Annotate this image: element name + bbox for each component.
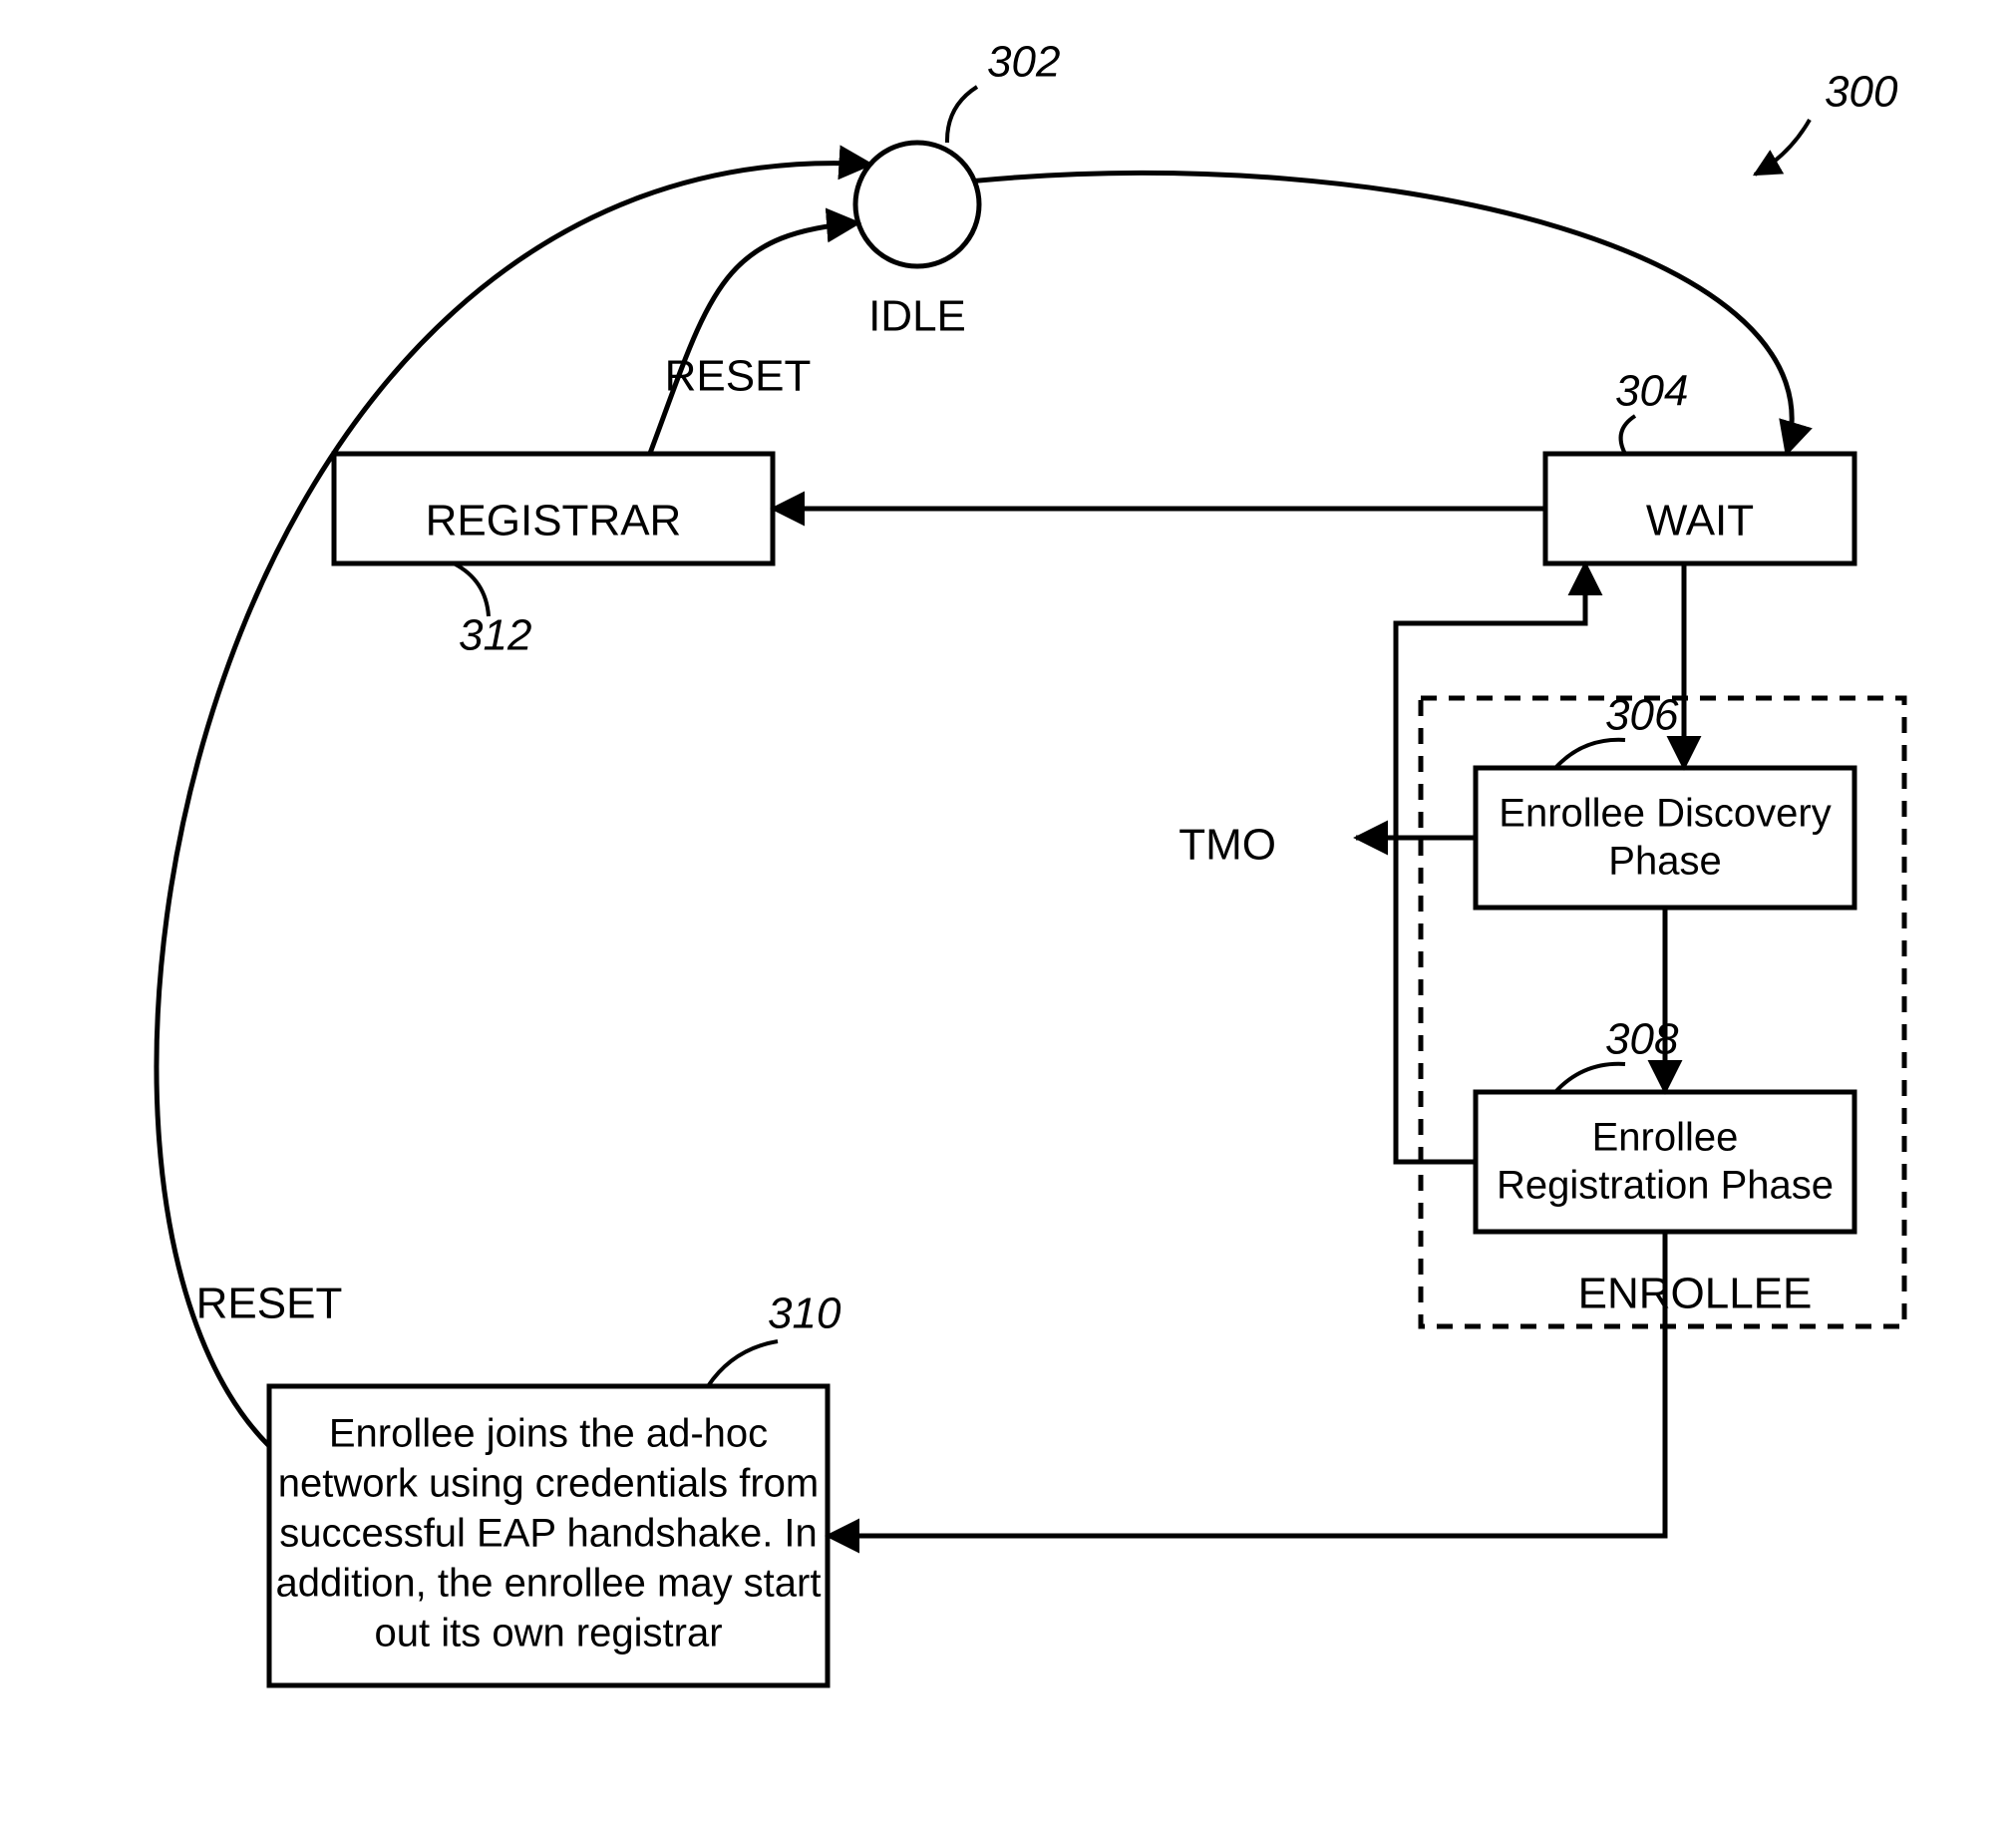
join-label-5: out its own registrar (374, 1612, 722, 1655)
ref-leader-r302 (947, 87, 977, 143)
ref-leader-r312 (454, 563, 489, 616)
registration-label-1: Enrollee (1592, 1116, 1739, 1160)
ref-leader-r308 (1555, 1064, 1625, 1092)
ref-leader-r310 (708, 1341, 778, 1386)
ref-304: 304 (1615, 367, 1688, 416)
idle-label: IDLE (868, 292, 966, 341)
ref-308: 308 (1605, 1015, 1679, 1064)
registrar-label: REGISTRAR (426, 497, 682, 546)
reset-label-left: RESET (196, 1280, 343, 1328)
join-label-1: Enrollee joins the ad-hoc (329, 1412, 768, 1456)
registration-label-2: Registration Phase (1497, 1164, 1834, 1208)
wait-label: WAIT (1646, 497, 1754, 546)
ref-leader-r306 (1555, 740, 1625, 768)
ref-306: 306 (1605, 691, 1679, 740)
ref-leader-r300 (1755, 120, 1810, 175)
idle-state (855, 143, 979, 266)
join-label-3: successful EAP handshake. In (279, 1512, 818, 1556)
ref-302: 302 (987, 38, 1060, 87)
join-label-4: addition, the enrollee may start (276, 1562, 822, 1606)
ref-leader-r304 (1621, 416, 1635, 454)
discovery-label-1: Enrollee Discovery (1499, 792, 1831, 836)
ref-300: 300 (1825, 68, 1898, 117)
discovery-label-2: Phase (1608, 840, 1721, 884)
enrollee-label: ENROLLEE (1578, 1270, 1813, 1318)
tmo-label: TMO (1178, 821, 1276, 870)
ref-310: 310 (768, 1289, 841, 1338)
join-label-2: network using credentials from (278, 1462, 819, 1506)
ref-312: 312 (459, 611, 531, 660)
reset-label-top: RESET (665, 352, 812, 401)
registration-box (1476, 1092, 1854, 1232)
edge-registrar-to-idle (650, 223, 858, 454)
edge-registration-to-join (828, 1232, 1665, 1536)
discovery-box (1476, 768, 1854, 908)
